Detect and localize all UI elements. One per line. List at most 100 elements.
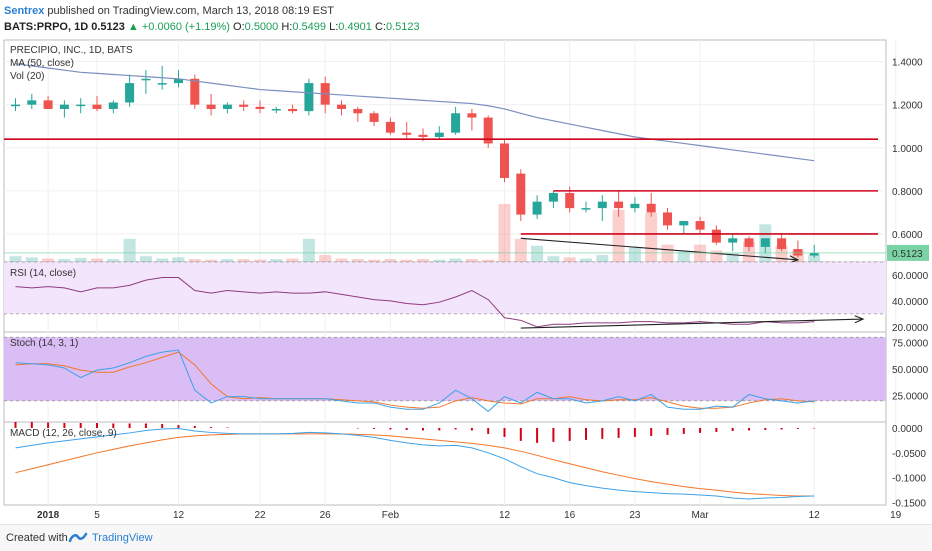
- candle-body: [598, 202, 607, 208]
- volume-bar: [384, 259, 396, 262]
- macd-line: [16, 428, 815, 499]
- macd-histogram-bar: [764, 428, 766, 430]
- candle-body: [500, 143, 509, 177]
- volume-bar: [531, 246, 543, 262]
- candle-body: [582, 208, 591, 210]
- time-axis-tick: 26: [320, 510, 332, 521]
- macd-histogram-bar: [178, 425, 180, 428]
- macd-histogram-bar: [471, 428, 473, 430]
- macd-histogram-bar: [129, 423, 131, 427]
- time-axis-tick: Feb: [382, 510, 400, 521]
- volume-bar: [319, 255, 331, 262]
- macd-axis-tick: 0.0000: [892, 424, 923, 435]
- time-axis-tick: 12: [499, 510, 511, 521]
- time-axis-tick: 19: [890, 510, 902, 521]
- rsi-axis-tick: 20.0000: [892, 323, 929, 334]
- footer-bar: Created with TradingView: [0, 524, 932, 551]
- candle-body: [696, 221, 705, 230]
- volume-bar: [710, 250, 722, 262]
- price-trendline: [521, 238, 798, 260]
- volume-bar: [75, 258, 87, 262]
- macd-histogram-bar: [422, 428, 424, 430]
- volume-bar: [466, 259, 478, 262]
- candle-body: [11, 105, 20, 107]
- candle-body: [777, 238, 786, 249]
- price-pane-title: PRECIPIO, INC., 1D, BATS: [10, 45, 133, 56]
- macd-axis-tick: -0.1500: [892, 499, 926, 510]
- stoch-band: [4, 337, 886, 401]
- rsi-axis-tick: 60.0000: [892, 271, 929, 282]
- macd-histogram-bar: [536, 428, 538, 443]
- candle-body: [745, 238, 754, 247]
- candle-body: [353, 109, 362, 113]
- macd-histogram-bar: [748, 428, 750, 430]
- macd-histogram-bar: [634, 428, 636, 437]
- volume-bar: [107, 259, 119, 262]
- macd-histogram-bar: [715, 428, 717, 432]
- candle-body: [272, 109, 281, 111]
- price-axis-tick: 0.8000: [892, 187, 923, 198]
- macd-histogram-bar: [438, 428, 440, 430]
- macd-histogram-bar: [194, 426, 196, 428]
- time-axis-tick: Mar: [691, 510, 709, 521]
- macd-histogram-bar: [161, 424, 163, 428]
- volume-bar: [450, 259, 462, 262]
- time-axis-tick: 12: [809, 510, 821, 521]
- candle-body: [533, 202, 542, 215]
- candle-body: [516, 174, 525, 215]
- candle-body: [304, 83, 313, 111]
- chart-area[interactable]: 1.40001.20001.00000.80000.60000.5123PREC…: [0, 0, 932, 524]
- stoch-pane-title: Stoch (14, 3, 1): [10, 338, 78, 349]
- volume-bar: [629, 248, 641, 263]
- macd-histogram-bar: [455, 428, 457, 429]
- candle-body: [679, 221, 688, 225]
- price-axis-tick: 1.2000: [892, 101, 923, 112]
- time-axis-tick: 2018: [37, 510, 60, 521]
- stoch-axis-tick: 50.0000: [892, 365, 929, 376]
- volume-bar: [91, 259, 103, 262]
- macd-histogram-bar: [732, 428, 734, 431]
- created-with-label: Created with: [6, 532, 68, 544]
- candle-body: [158, 83, 167, 85]
- candle-body: [337, 105, 346, 109]
- macd-histogram-bar: [552, 428, 554, 442]
- candle-body: [141, 79, 150, 81]
- macd-signal-line: [16, 434, 815, 496]
- volume-bar: [564, 257, 576, 262]
- candle-body: [256, 107, 265, 109]
- rsi-band: [4, 262, 886, 314]
- macd-histogram-bar: [683, 428, 685, 434]
- volume-bar: [270, 259, 282, 262]
- candle-body: [386, 122, 395, 133]
- macd-histogram-bar: [650, 428, 652, 436]
- volume-bar: [173, 257, 185, 262]
- candle-body: [27, 100, 36, 104]
- candle-body: [761, 238, 770, 247]
- candle-body: [76, 105, 85, 107]
- macd-histogram-bar: [585, 428, 587, 440]
- candle-body: [663, 212, 672, 225]
- last-price-tag-label: 0.5123: [892, 249, 923, 260]
- macd-histogram-bar: [797, 428, 799, 429]
- candle-body: [712, 230, 721, 243]
- candle-body: [370, 113, 379, 122]
- macd-histogram-bar: [781, 428, 783, 429]
- volume-bar: [547, 256, 559, 262]
- macd-histogram-bar: [667, 428, 669, 435]
- candle-body: [419, 135, 428, 137]
- macd-axis-tick: -0.0500: [892, 449, 926, 460]
- volume-bar: [221, 259, 233, 262]
- volume-bar: [352, 259, 364, 262]
- macd-histogram-bar: [210, 427, 212, 428]
- macd-histogram-bar: [504, 428, 506, 437]
- tradingview-brand[interactable]: TradingView: [92, 532, 153, 544]
- ma-legend: MA (50, close): [10, 58, 74, 69]
- tradingview-logo-icon: [68, 530, 88, 546]
- macd-pane-title: MACD (12, 26, close, 9): [10, 428, 117, 439]
- macd-axis-tick: -0.1000: [892, 474, 926, 485]
- macd-histogram-bar: [406, 428, 408, 430]
- candle-body: [435, 133, 444, 137]
- time-axis-tick: 12: [173, 510, 185, 521]
- volume-bar: [613, 210, 625, 262]
- macd-histogram-bar: [569, 428, 571, 441]
